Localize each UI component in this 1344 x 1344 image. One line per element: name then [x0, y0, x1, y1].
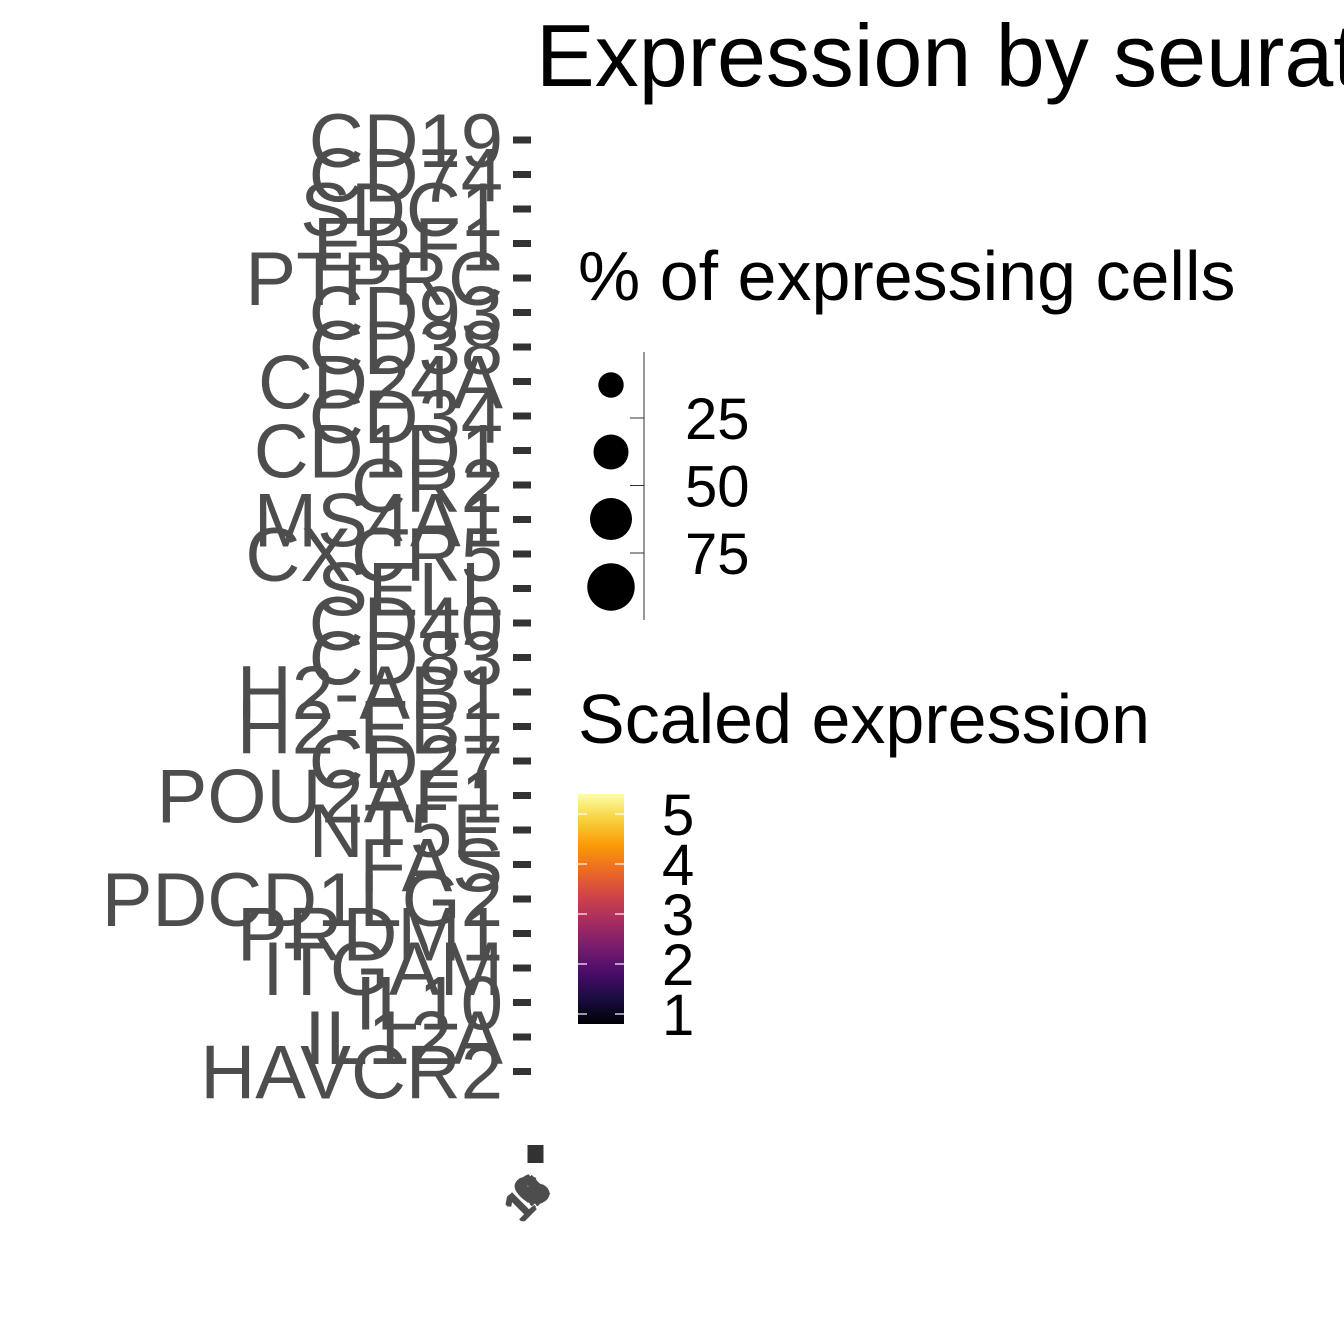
y-tick-label: CD24A — [258, 341, 503, 426]
y-tick-label: HAVCR2 — [200, 1031, 503, 1116]
y-tick-label: PDCD1LG2 — [102, 858, 503, 943]
y-tick-label: PRDM1 — [237, 893, 503, 978]
y-tick-label: H2-AB1 — [237, 651, 503, 736]
y-tick-label: CD27 — [309, 720, 503, 805]
y-tick-label: POU2AF1 — [157, 755, 503, 840]
y-axis: CD19CD74SDC1EBF1PTPRCCD93CD38CD24ACD34CD… — [102, 99, 531, 1116]
y-tick-label: SELL — [317, 548, 503, 633]
y-tick-label: PTPRC — [245, 237, 503, 322]
y-tick-label: ITGAM — [262, 927, 503, 1012]
color-legend-label: 4 — [662, 833, 694, 898]
color-legend-label: 5 — [662, 783, 694, 848]
size-legend-dot — [598, 372, 624, 398]
y-tick-label: CD1D1 — [254, 410, 503, 495]
color-legend-bar — [578, 794, 624, 1024]
size-legend-label: 50 — [685, 455, 750, 520]
y-tick-label: FAS — [359, 824, 503, 909]
y-tick-label: H2-EB1 — [237, 686, 503, 771]
size-legend-dot — [587, 563, 635, 611]
y-tick-label: CD34 — [309, 375, 503, 460]
color-legend-title: Scaled expression — [578, 680, 1150, 758]
y-tick-label: MS4A1 — [254, 479, 503, 564]
y-tick-label: CD38 — [309, 306, 503, 391]
y-tick-label: CD74 — [309, 134, 503, 219]
y-tick-label: SDC1 — [300, 168, 503, 253]
x-tick-label: 16 — [498, 1167, 561, 1230]
y-tick-label: CD93 — [309, 272, 503, 357]
size-legend-label: 25 — [685, 387, 750, 452]
chart-title: Expression by seurat_clusters — [536, 6, 1344, 105]
size-legend-title: % of expressing cells — [578, 237, 1236, 315]
y-tick-label: CD83 — [309, 617, 503, 702]
size-legend-label: 75 — [685, 522, 750, 587]
color-legend-label: 3 — [662, 883, 694, 948]
y-tick-label: IL12A — [304, 996, 503, 1081]
size-legend-dot — [589, 497, 633, 541]
size-legend-dot — [593, 434, 629, 470]
color-legend-label: 2 — [662, 933, 694, 998]
y-tick-label: CD40 — [309, 582, 503, 667]
color-legend-label: 1 — [662, 983, 694, 1048]
y-tick-label: EBF1 — [313, 203, 503, 288]
y-tick-label: IL10 — [355, 962, 503, 1047]
y-tick-label: CD19 — [309, 99, 503, 184]
y-tick-label: CXCR5 — [245, 513, 503, 598]
y-tick-label: CR2 — [351, 444, 503, 529]
y-tick-label: NT5E — [309, 789, 503, 874]
